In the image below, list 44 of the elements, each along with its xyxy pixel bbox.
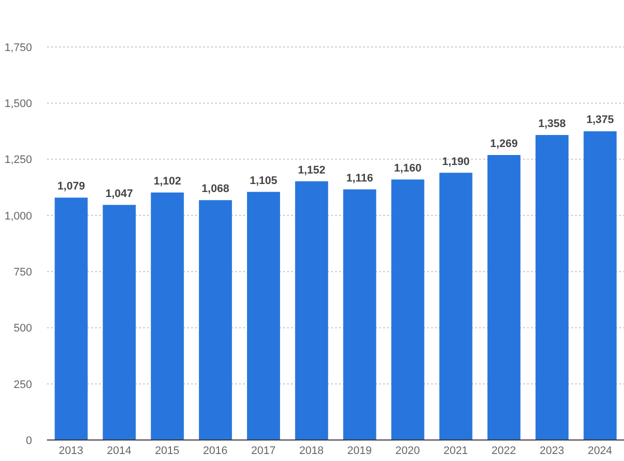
bar: [487, 155, 520, 440]
y-tick-label: 500: [14, 322, 32, 335]
x-tick-label: 2013: [58, 444, 84, 457]
bar: [536, 135, 569, 440]
data-label: 1,358: [538, 118, 566, 130]
x-tick-label: 2023: [540, 444, 564, 457]
data-label: 1,190: [442, 156, 470, 168]
x-tick-label: 2021: [443, 444, 468, 457]
data-label: 1,152: [298, 164, 326, 176]
y-tick-label: 1,250: [4, 154, 32, 166]
data-label: 1,375: [586, 114, 614, 126]
bar: [102, 204, 136, 440]
data-label: 1,102: [154, 176, 182, 188]
data-label: 1,079: [57, 180, 85, 193]
bar: [343, 189, 376, 440]
x-tick-label: 2020: [395, 444, 420, 457]
data-label: 1,116: [346, 172, 374, 184]
x-tick-label: 2018: [299, 444, 324, 457]
x-tick-label: 2024: [588, 444, 612, 457]
bar: [439, 172, 472, 440]
y-tick-label: 1,750: [4, 42, 32, 54]
y-tick-label: 1,500: [4, 98, 32, 110]
x-tick-label: 2016: [203, 444, 228, 457]
y-tick-label: 250: [14, 378, 32, 391]
bar: [54, 198, 88, 440]
data-label: 1,068: [202, 183, 230, 196]
y-tick-label: 0: [26, 434, 32, 447]
bar: [584, 131, 617, 440]
data-label: 1,160: [394, 162, 422, 174]
x-tick-label: 2017: [251, 444, 276, 457]
bar: [150, 192, 184, 440]
bar: [295, 181, 328, 440]
x-tick-label: 2014: [106, 444, 132, 457]
x-tick-label: 2022: [492, 444, 516, 457]
y-tick-label: 750: [14, 266, 32, 278]
data-label: 1,047: [106, 188, 134, 200]
x-tick-label: 2019: [347, 444, 372, 457]
bar: [247, 192, 280, 440]
bar: [198, 200, 232, 440]
bar: [391, 179, 424, 440]
y-tick-label: 1,000: [4, 210, 32, 222]
data-label: 1,105: [250, 174, 278, 187]
x-tick-label: 2015: [154, 444, 180, 457]
data-label: 1,269: [490, 138, 518, 150]
